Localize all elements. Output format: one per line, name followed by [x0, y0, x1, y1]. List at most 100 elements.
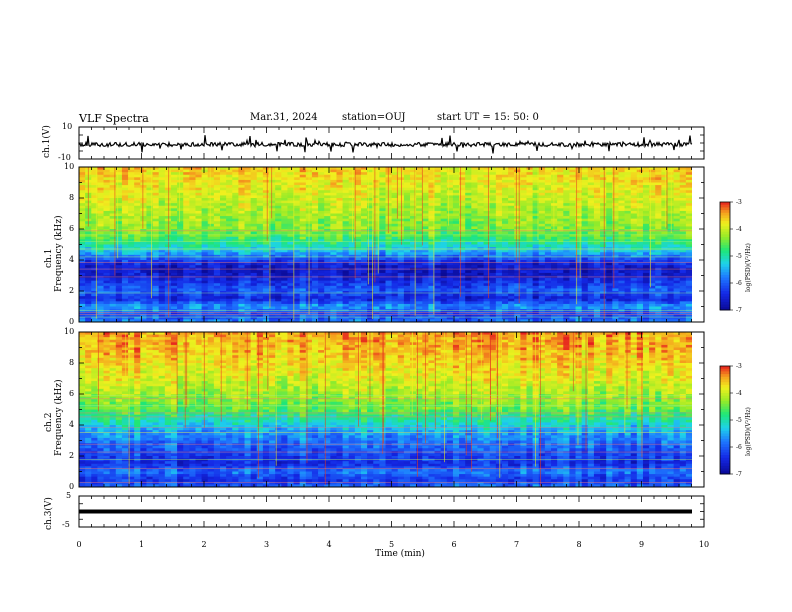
- cb1-cell: [720, 256, 730, 260]
- cb1-cell: [720, 285, 730, 289]
- cb2-cell: [720, 414, 730, 418]
- cb2-cell: [720, 441, 730, 445]
- cb1-cell: [720, 223, 730, 227]
- cb2-cell: [720, 382, 730, 386]
- cb2-cell: [720, 436, 730, 440]
- ch1-ytick-top: 10: [62, 122, 73, 131]
- cb1-cell: [720, 272, 730, 276]
- cb1-cell: [720, 242, 730, 246]
- cb2-cell: [720, 387, 730, 391]
- xtick-2: 2: [201, 540, 207, 549]
- cb1-cell: [720, 299, 730, 303]
- cb2-cell: [720, 411, 730, 415]
- cb2-cell: [720, 366, 730, 370]
- cb2-cell: [720, 428, 730, 432]
- cb2-cell: [720, 471, 730, 475]
- cb2-cell: [720, 438, 730, 442]
- ch1-ytick-8: 8: [69, 193, 75, 202]
- xtick-0: 0: [76, 540, 82, 549]
- cb1-cell: [720, 261, 730, 265]
- cb1-cell: [720, 229, 730, 233]
- cb2-cell: [720, 376, 730, 380]
- xaxis-title: Time (min): [375, 549, 425, 559]
- ch3-waveform-ylabel: ch.3(V): [44, 497, 54, 530]
- xtick-3: 3: [263, 540, 270, 549]
- cb2-cell: [720, 465, 730, 469]
- cb1-cell: [720, 258, 730, 262]
- cb2-cell: [720, 409, 730, 413]
- cb1-tick--7: -7: [736, 307, 742, 314]
- ch1-spec-cells: [79, 167, 693, 323]
- cb2-cell: [720, 447, 730, 451]
- ch1-ytick-0: 0: [69, 317, 75, 326]
- cb1-cell: [720, 277, 730, 281]
- xtick-10: 10: [698, 540, 710, 549]
- cb2-cell: [720, 417, 730, 421]
- cb1-cell: [720, 212, 730, 216]
- cb2-cell: [720, 468, 730, 472]
- ch1-waveform-ylabel: ch.1(V): [42, 125, 52, 158]
- ch1-ytick-bottom: -10: [58, 153, 71, 162]
- cb2-cell: [720, 433, 730, 437]
- cb2-cell: [720, 457, 730, 461]
- xtick-1: 1: [138, 540, 145, 549]
- ch1-wave-trace: [78, 135, 693, 154]
- cb1-cell: [720, 231, 730, 235]
- ch1-spec-ylabel-ch: ch.1: [44, 248, 54, 268]
- cb1-cell: [720, 288, 730, 292]
- cb1-cell: [720, 291, 730, 295]
- cb1-cell: [720, 247, 730, 251]
- cb2-cell: [720, 406, 730, 410]
- ch1-ytick-4: 4: [69, 255, 75, 264]
- date-label: Mar.31, 2024: [250, 112, 318, 123]
- station-label: station=OUJ: [342, 112, 406, 123]
- cb2-cell: [720, 444, 730, 448]
- ch1-spec-blank: [692, 167, 704, 322]
- cb1-cell: [720, 269, 730, 273]
- chart-title: VLF Spectra: [79, 112, 149, 125]
- cb2-cell: [720, 403, 730, 407]
- ch2-spec-ylabel-freq: Frequency (kHz): [54, 379, 64, 456]
- xtick-5: 5: [388, 540, 395, 549]
- cb2-cell: [720, 395, 730, 399]
- cb2-cell: [720, 452, 730, 456]
- ch2-ytick-2: 2: [69, 451, 75, 460]
- xtick-4: 4: [326, 540, 332, 549]
- xtick-8: 8: [576, 540, 582, 549]
- cb1-cell: [720, 293, 730, 297]
- cb2-cell: [720, 420, 730, 424]
- ch2-ytick-6: 6: [69, 389, 75, 398]
- cb1-cell: [720, 202, 730, 206]
- ch2-spec-blank: [692, 332, 704, 487]
- ch1-spec-ylabel-freq: Frequency (kHz): [54, 215, 64, 292]
- ch2-ytick-0: 0: [69, 482, 75, 491]
- cb1-cell: [720, 266, 730, 270]
- xtick-9: 9: [638, 540, 645, 549]
- cb2-label: log(PSD)(V²/Hz): [745, 407, 752, 456]
- cb1-cell: [720, 234, 730, 238]
- cb2-cell: [720, 398, 730, 402]
- cb1-tick--3: -3: [736, 199, 742, 206]
- cb1-cell: [720, 274, 730, 278]
- ch1-ytick-6: 6: [69, 224, 75, 233]
- cb1-cell: [720, 226, 730, 230]
- cb2-tick--6: -6: [736, 444, 742, 451]
- cb1-tick--6: -6: [736, 280, 742, 287]
- cb1-cell: [720, 207, 730, 211]
- cb2-tick--5: -5: [736, 417, 742, 424]
- cb2-cell: [720, 379, 730, 383]
- ch2-spec-ylabel-ch: ch.2: [44, 412, 54, 432]
- ch2-ytick-10: 10: [64, 327, 75, 336]
- cb1-cell: [720, 301, 730, 305]
- cb1-cell: [720, 304, 730, 308]
- ch2-ytick-8: 8: [69, 358, 75, 367]
- cb2-cell: [720, 390, 730, 394]
- cb1-cell: [720, 283, 730, 287]
- cb1-cell: [720, 280, 730, 284]
- cb1-cell: [720, 218, 730, 222]
- cb2-tick--3: -3: [736, 363, 742, 370]
- cb1-cell: [720, 239, 730, 243]
- xtick-6: 6: [451, 540, 457, 549]
- ch1-ytick-10: 10: [64, 162, 75, 171]
